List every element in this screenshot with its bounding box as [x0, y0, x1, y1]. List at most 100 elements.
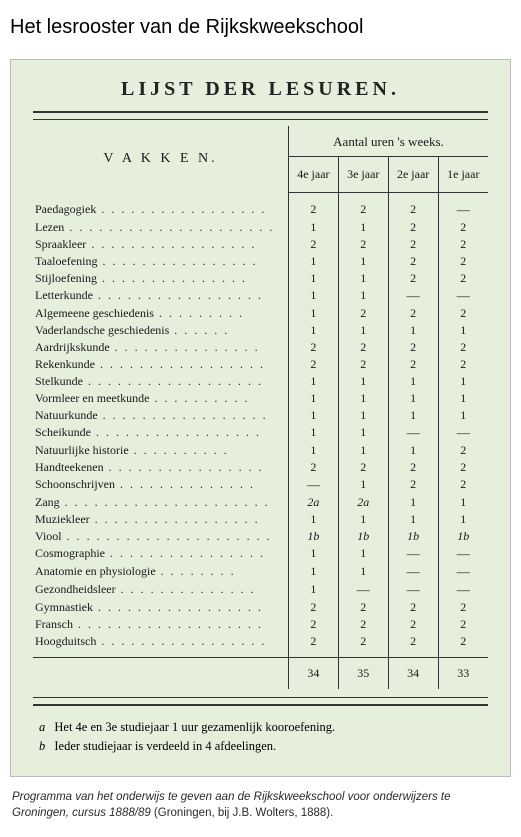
table-row: Schoonschrijven . . . . . . . . . . . . …	[33, 476, 488, 494]
value-cell: 1	[288, 390, 338, 407]
value-cell: 1	[288, 253, 338, 270]
footnote: a Het 4e en 3e studiejaar 1 uur gezamenl…	[39, 718, 482, 737]
value-cell: 1	[288, 511, 338, 528]
caption-plain: (Groningen, bij J.B. Wolters, 1888).	[151, 807, 334, 819]
value-cell: 2	[338, 201, 388, 219]
subject-cell: Natuurkunde . . . . . . . . . . . . . . …	[33, 407, 288, 424]
col-header-year-3: 2e jaar	[388, 157, 438, 193]
value-cell: 2	[338, 459, 388, 476]
value-cell: —	[288, 476, 338, 494]
value-cell: 1	[338, 442, 388, 459]
page-title: Het lesrooster van de Rijkskweekschool	[0, 0, 521, 49]
value-cell: 1	[288, 219, 338, 236]
value-cell: 1	[288, 424, 338, 442]
value-cell: 1	[288, 322, 338, 339]
total-cell: 34	[288, 658, 338, 690]
value-cell: 1	[288, 287, 338, 305]
table-row: Muziekleer . . . . . . . . . . . . . . .…	[33, 511, 488, 528]
value-cell: 2	[438, 616, 488, 633]
value-cell: 1	[388, 442, 438, 459]
value-cell: 1	[388, 511, 438, 528]
value-cell: 2	[388, 616, 438, 633]
value-cell: 1	[338, 390, 388, 407]
value-cell: 2	[338, 305, 388, 322]
subject-cell: Anatomie en physiologie . . . . . . . .	[33, 563, 288, 581]
value-cell: —	[438, 287, 488, 305]
value-cell: 2	[438, 219, 488, 236]
value-cell: 1	[288, 373, 338, 390]
value-cell: 2	[388, 633, 438, 650]
subject-cell: Vaderlandsche geschiedenis . . . . . .	[33, 322, 288, 339]
value-cell: 1	[338, 253, 388, 270]
value-cell: 2	[388, 339, 438, 356]
value-cell: 2	[438, 305, 488, 322]
value-cell: 2	[388, 270, 438, 287]
value-cell: 2	[338, 356, 388, 373]
subject-cell: Paedagogiek . . . . . . . . . . . . . . …	[33, 201, 288, 219]
value-cell: 1b	[338, 528, 388, 545]
value-cell: 2	[338, 616, 388, 633]
value-cell: 2	[388, 476, 438, 494]
scanned-document: LIJST DER LESUREN. V A K K E N. Aantal u…	[10, 59, 511, 777]
document-heading: LIJST DER LESUREN.	[33, 78, 488, 101]
table-row: Algemeene geschiedenis . . . . . . . . .…	[33, 305, 488, 322]
table-row: Zang . . . . . . . . . . . . . . . . . .…	[33, 494, 488, 511]
value-cell: 2	[338, 599, 388, 616]
table-row: Rekenkunde . . . . . . . . . . . . . . .…	[33, 356, 488, 373]
value-cell: 2	[438, 339, 488, 356]
subject-cell: Hoogduitsch . . . . . . . . . . . . . . …	[33, 633, 288, 650]
value-cell: —	[438, 201, 488, 219]
subject-cell: Vormleer en meetkunde . . . . . . . . . …	[33, 390, 288, 407]
subject-cell: Taaloefening . . . . . . . . . . . . . .…	[33, 253, 288, 270]
table-row: Scheikunde . . . . . . . . . . . . . . .…	[33, 424, 488, 442]
table-row: Aardrijkskunde . . . . . . . . . . . . .…	[33, 339, 488, 356]
bottom-double-rule	[33, 697, 488, 706]
value-cell: 1	[338, 407, 388, 424]
value-cell: 2	[288, 459, 338, 476]
subject-cell: Stelkunde . . . . . . . . . . . . . . . …	[33, 373, 288, 390]
value-cell: —	[388, 287, 438, 305]
value-cell: 1	[438, 511, 488, 528]
subject-cell: Lezen . . . . . . . . . . . . . . . . . …	[33, 219, 288, 236]
table-row: Stijloefening . . . . . . . . . . . . . …	[33, 270, 488, 287]
value-cell: 2	[288, 201, 338, 219]
value-cell: 2	[338, 339, 388, 356]
value-cell: 1	[388, 390, 438, 407]
value-cell: 2	[288, 616, 338, 633]
value-cell: 2	[388, 305, 438, 322]
col-header-year-4: 1e jaar	[438, 157, 488, 193]
col-header-year-2: 3e jaar	[338, 157, 388, 193]
subject-cell: Gezondheidsleer . . . . . . . . . . . . …	[33, 581, 288, 599]
value-cell: 1	[438, 407, 488, 424]
value-cell: 1	[288, 581, 338, 599]
value-cell: 2	[288, 236, 338, 253]
top-double-rule	[33, 111, 488, 120]
value-cell: 1	[438, 390, 488, 407]
value-cell: 2	[388, 459, 438, 476]
table-row: Vormleer en meetkunde . . . . . . . . . …	[33, 390, 488, 407]
value-cell: 1	[338, 476, 388, 494]
value-cell: 1	[438, 494, 488, 511]
table-row: Anatomie en physiologie . . . . . . . .1…	[33, 563, 488, 581]
table-row: Fransch . . . . . . . . . . . . . . . . …	[33, 616, 488, 633]
col-header-subjects: V A K K E N.	[33, 126, 288, 193]
value-cell: 2	[388, 356, 438, 373]
value-cell: 2	[288, 599, 338, 616]
value-cell: 2	[438, 633, 488, 650]
subject-cell: Letterkunde . . . . . . . . . . . . . . …	[33, 287, 288, 305]
table-row: Natuurkunde . . . . . . . . . . . . . . …	[33, 407, 488, 424]
value-cell: 2	[338, 633, 388, 650]
value-cell: 2	[338, 236, 388, 253]
total-cell: 35	[338, 658, 388, 690]
value-cell: —	[438, 424, 488, 442]
subject-cell: Cosmographie . . . . . . . . . . . . . .…	[33, 545, 288, 563]
value-cell: 2a	[288, 494, 338, 511]
table-row: Taaloefening . . . . . . . . . . . . . .…	[33, 253, 488, 270]
value-cell: —	[388, 581, 438, 599]
value-cell: 1	[388, 407, 438, 424]
table-row: Stelkunde . . . . . . . . . . . . . . . …	[33, 373, 488, 390]
subject-cell: Algemeene geschiedenis . . . . . . . . .	[33, 305, 288, 322]
value-cell: 2	[438, 476, 488, 494]
value-cell: —	[388, 545, 438, 563]
value-cell: 2	[288, 633, 338, 650]
